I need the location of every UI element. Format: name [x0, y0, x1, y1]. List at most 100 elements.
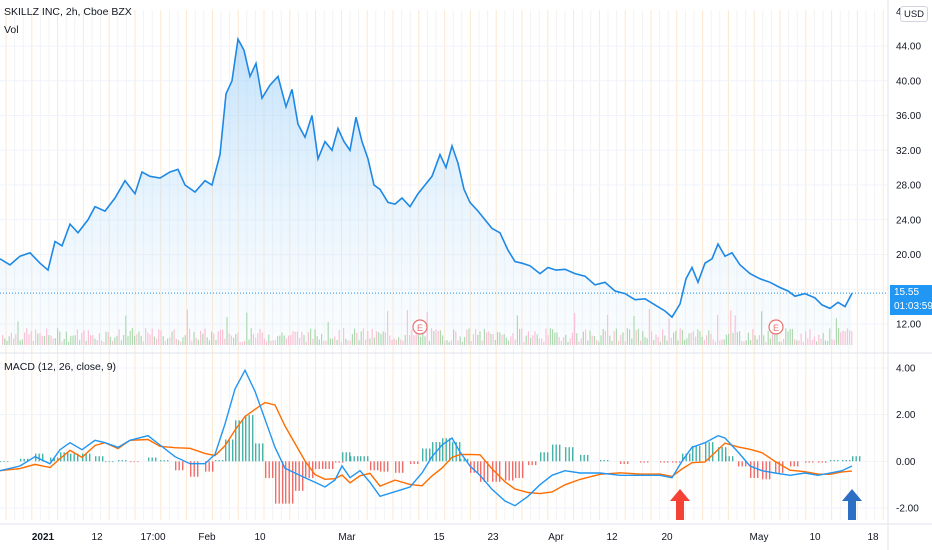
- histogram-bar: [699, 445, 701, 462]
- volume-bar: [402, 340, 404, 345]
- volume-bar: [272, 340, 274, 345]
- volume-bar: [288, 335, 290, 345]
- volume-bar: [334, 336, 336, 345]
- histogram-bar: [212, 461, 214, 472]
- histogram-bar: [845, 460, 847, 462]
- volume-bar: [457, 340, 459, 345]
- volume-bar: [644, 337, 646, 345]
- histogram-bar: [410, 461, 412, 464]
- histogram-bar: [515, 461, 517, 479]
- time-tick-label: 2021: [32, 532, 55, 543]
- volume-bar: [259, 328, 261, 345]
- volume-bar: [50, 335, 52, 345]
- volume-bar: [659, 341, 661, 345]
- histogram-bar: [753, 461, 755, 479]
- histogram-bar: [342, 461, 344, 463]
- histogram-bar: [357, 456, 359, 462]
- macd-tick-label: -2.00: [896, 504, 919, 515]
- volume-bar: [611, 341, 613, 345]
- volume-bar: [349, 340, 351, 345]
- histogram-bar: [679, 461, 681, 463]
- volume-bar: [598, 341, 600, 345]
- histogram-bar: [738, 461, 740, 467]
- histogram-bar: [505, 461, 507, 481]
- volume-bar: [167, 338, 169, 345]
- volume-bar: [697, 329, 699, 345]
- histogram-bar: [60, 452, 62, 462]
- macd-line: [0, 368, 853, 507]
- volume-bar: [362, 328, 364, 345]
- volume-bar: [19, 340, 21, 345]
- volume-bar: [541, 338, 543, 345]
- volume-bar: [725, 334, 727, 345]
- volume-bar: [589, 330, 591, 345]
- volume-bar: [314, 329, 316, 345]
- macd-label[interactable]: MACD (12, 26, close, 9): [4, 361, 117, 373]
- price-tick-label: 44.00: [896, 42, 921, 53]
- volume-bar: [684, 340, 686, 345]
- volume-bar: [728, 333, 730, 345]
- volume-bar: [169, 337, 171, 345]
- volume-bar: [475, 329, 477, 345]
- histogram-bar: [790, 461, 792, 467]
- volume-bar: [191, 340, 193, 345]
- histogram-bar: [67, 452, 69, 462]
- volume-label[interactable]: Vol: [4, 24, 19, 36]
- volume-bar: [796, 340, 798, 345]
- volume-bar: [175, 338, 177, 345]
- volume-bar: [81, 332, 83, 345]
- volume-bar: [787, 331, 789, 345]
- time-tick-label: 15: [433, 532, 445, 543]
- histogram-bar: [559, 444, 561, 462]
- time-tick-label: Mar: [338, 532, 356, 543]
- histogram-bar: [708, 442, 710, 462]
- volume-bar: [703, 340, 705, 345]
- histogram-bar: [228, 439, 230, 462]
- sell-arrow-icon: [670, 489, 690, 520]
- volume-bar: [340, 341, 342, 345]
- volume-bar: [147, 332, 149, 345]
- histogram-bar: [487, 461, 489, 482]
- currency-button[interactable]: USD: [900, 6, 928, 22]
- histogram-bar: [439, 442, 441, 462]
- volume-bar: [732, 332, 734, 345]
- histogram-bar: [373, 461, 375, 471]
- histogram-bar: [77, 453, 79, 462]
- volume-bar: [285, 338, 287, 345]
- volume-bar: [688, 333, 690, 345]
- volume-bar: [763, 335, 765, 345]
- histogram-bar: [215, 460, 217, 462]
- volume-bar: [618, 341, 620, 345]
- volume-bar: [244, 340, 246, 345]
- volume-bar: [294, 331, 296, 345]
- histogram-bar: [480, 461, 482, 482]
- earnings-label: E: [417, 323, 423, 333]
- volume-bar: [613, 331, 615, 345]
- earnings-marker: [768, 319, 784, 335]
- volume-bar: [142, 341, 144, 345]
- volume-bar: [57, 328, 59, 345]
- histogram-bar: [667, 461, 669, 463]
- histogram-bar: [380, 461, 382, 472]
- volume-bar: [305, 341, 307, 345]
- histogram-bar: [600, 460, 602, 462]
- volume-bar: [662, 329, 664, 345]
- time-tick-label: 17:00: [140, 532, 165, 543]
- histogram-bar: [7, 461, 9, 463]
- volume-bar: [186, 309, 188, 345]
- volume-bar: [400, 339, 402, 345]
- volume-bar: [382, 331, 384, 345]
- volume-bar: [325, 340, 327, 345]
- histogram-bar: [225, 439, 227, 462]
- histogram-bar: [568, 447, 570, 462]
- histogram-bar: [265, 461, 267, 479]
- volume-bar: [277, 336, 279, 345]
- volume-bar: [459, 336, 461, 345]
- histogram-bar: [769, 461, 771, 480]
- histogram-bar: [552, 444, 554, 462]
- volume-bar: [87, 330, 89, 345]
- symbol-title[interactable]: SKILLZ INC, 2h, Cboe BZX: [4, 6, 132, 18]
- volume-bar: [283, 335, 285, 345]
- volume-bar: [750, 340, 752, 345]
